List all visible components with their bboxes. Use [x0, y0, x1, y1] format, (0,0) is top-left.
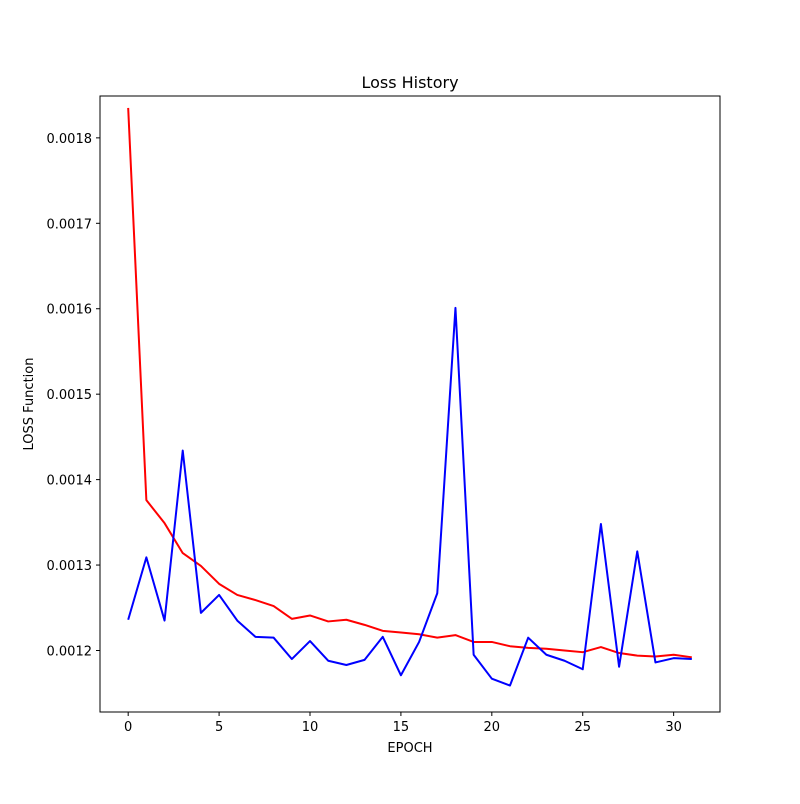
y-tick-label: 0.0013 — [47, 559, 93, 574]
y-axis-label: LOSS Function — [22, 358, 37, 451]
series-layer — [127, 107, 692, 687]
x-tick-label: 15 — [393, 720, 410, 735]
y-tick-label: 0.0015 — [47, 388, 93, 403]
x-tick-label: 0 — [124, 720, 132, 735]
y-tick-label: 0.0017 — [47, 217, 93, 232]
y-axis-ticks: 0.0012 0.0013 0.0014 0.0015 0.0016 0.0017 0.00… — [47, 132, 100, 659]
y-tick-label: 0.0014 — [47, 474, 93, 489]
x-tick-label: 20 — [484, 720, 501, 735]
x-tick-label: 30 — [665, 720, 682, 735]
series-line-1 — [127, 107, 692, 659]
x-tick-label: 25 — [574, 720, 591, 735]
x-axis-label: EPOCH — [387, 741, 432, 756]
chart-title: Loss History — [361, 73, 458, 92]
y-tick-label: 0.0016 — [47, 303, 93, 318]
plot-frame — [99, 95, 721, 713]
series-line-2 — [127, 306, 692, 687]
x-axis-ticks: 0 5 10 15 20 25 30 — [124, 712, 682, 735]
y-tick-label: 0.0012 — [47, 644, 93, 659]
x-tick-label: 5 — [215, 720, 223, 735]
x-tick-label: 10 — [302, 720, 319, 735]
y-tick-label: 0.0018 — [47, 132, 93, 147]
